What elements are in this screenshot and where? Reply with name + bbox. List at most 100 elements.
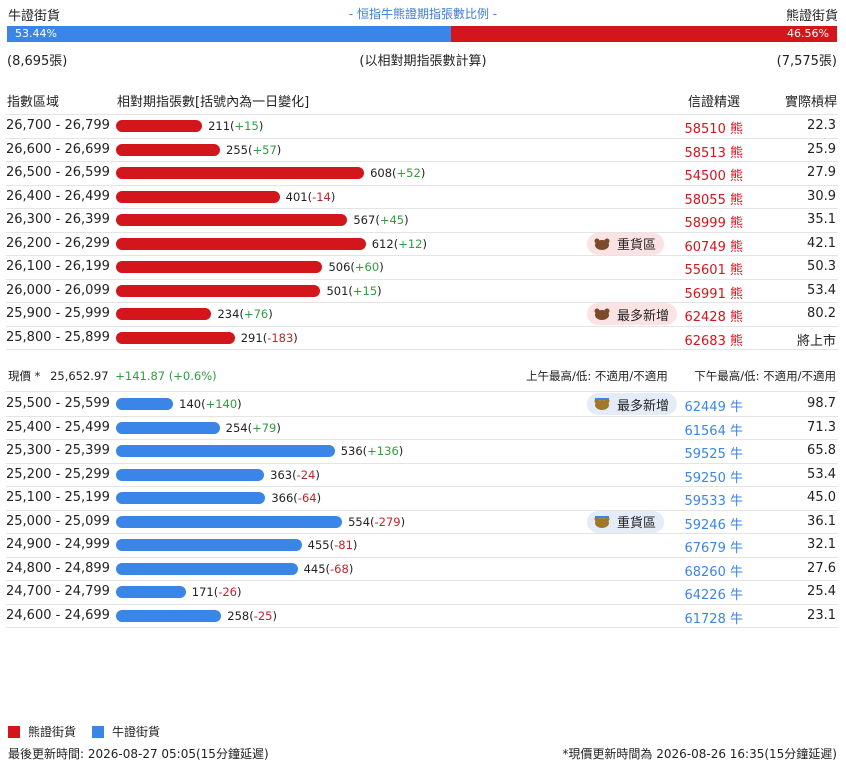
leverage-value: 53.4 (807, 466, 836, 482)
warrant-link[interactable]: 58055 熊 (684, 189, 743, 208)
table-row: 25,800 - 25,899 291(-183) 62683 熊 將上市 (6, 327, 838, 351)
table-row: 26,700 - 26,799 211(+15) 58510 熊 22.3 (6, 115, 838, 139)
contracts-count: 401 (285, 189, 308, 204)
warrant-code[interactable]: 58999 (684, 216, 726, 231)
table-row: 26,000 - 26,099 501(+15) 56991 熊 53.4 (6, 280, 838, 304)
warrant-link[interactable]: 62428 熊 (684, 306, 743, 325)
warrant-link[interactable]: 64226 牛 (684, 584, 743, 603)
bear-contracts-bar (116, 261, 323, 273)
warrant-code[interactable]: 68260 (684, 564, 726, 580)
leverage-value: 32.1 (807, 537, 836, 552)
bear-icon (594, 308, 610, 320)
contracts-change: +12 (398, 236, 423, 251)
tag-label: 最多新增 (617, 398, 670, 414)
contracts-value-label: 567(+45) (353, 213, 409, 227)
leverage-value: 35.1 (807, 212, 836, 227)
warrant-code[interactable]: 62683 (684, 333, 726, 349)
table-row: 26,300 - 26,399 567(+45) 58999 熊 35.1 (6, 209, 838, 233)
warrant-code[interactable]: 59533 (684, 494, 726, 509)
index-range: 25,200 - 25,299 (6, 466, 110, 482)
row-divider (6, 325, 838, 327)
contracts-count: 211 (208, 119, 231, 133)
contracts-value-label: 140(+140) (179, 397, 242, 411)
row-divider (6, 603, 838, 605)
warrant-code[interactable]: 59525 (684, 447, 726, 462)
warrant-link[interactable]: 62449 牛 (684, 396, 743, 415)
table-row: 25,100 - 25,199 366(-64) 59533 牛 45.0 (6, 487, 838, 511)
warrant-type: 牛 (729, 517, 743, 533)
warrant-code[interactable]: 59246 (684, 517, 726, 533)
warrant-link[interactable]: 55601 熊 (684, 259, 743, 278)
warrant-code[interactable]: 60749 (684, 239, 726, 255)
warrant-code[interactable]: 58055 (684, 192, 726, 208)
leverage-value: 80.2 (807, 306, 836, 321)
warrant-code[interactable]: 58513 (684, 145, 726, 161)
leverage-value: 25.4 (807, 584, 836, 599)
warrant-type: 牛 (729, 447, 743, 462)
bear-contracts-bar (116, 237, 366, 250)
warrant-link[interactable]: 61728 牛 (684, 608, 743, 627)
tag-label: 重貨區 (617, 238, 657, 253)
warrant-type: 熊 (729, 122, 743, 137)
warrant-link[interactable]: 60749 熊 (684, 236, 743, 255)
warrant-code[interactable]: 64226 (684, 588, 726, 603)
warrant-type: 牛 (729, 494, 743, 509)
bull-contracts-bar (116, 492, 266, 504)
warrant-code[interactable]: 54500 (684, 169, 726, 184)
warrant-link[interactable]: 59525 牛 (684, 443, 743, 462)
warrant-link[interactable]: 62683 熊 (684, 330, 743, 349)
contracts-count: 501 (326, 283, 349, 298)
warrant-type: 熊 (729, 169, 743, 184)
bull-contracts-bar (116, 586, 186, 598)
warrant-link[interactable]: 56991 熊 (684, 283, 743, 302)
table-row: 26,600 - 26,699 255(+57) 58513 熊 25.9 (6, 139, 838, 163)
index-range: 26,700 - 26,799 (6, 118, 110, 133)
warrant-link[interactable]: 58999 熊 (684, 212, 743, 231)
warrant-code[interactable]: 62449 (684, 400, 726, 415)
warrant-type: 牛 (729, 423, 743, 439)
leverage-value: 30.9 (807, 188, 836, 204)
contracts-value-label: 554(-279) (348, 514, 406, 529)
leverage-value: 42.1 (807, 235, 836, 251)
warrant-code[interactable]: 61564 (684, 423, 726, 439)
table-row: 24,800 - 24,899 445(-68) 68260 牛 27.6 (6, 558, 838, 582)
bear-contracts-bar (116, 331, 235, 344)
warrant-code[interactable]: 67679 (684, 541, 726, 556)
contracts-count: 455 (307, 538, 330, 552)
col-header-selected: 信證精選 (688, 95, 741, 110)
warrant-link[interactable]: 61564 牛 (684, 420, 743, 439)
index-range: 24,700 - 24,799 (6, 584, 110, 599)
leverage-value: 22.3 (807, 118, 836, 133)
contracts-value-label: 366(-64) (271, 491, 322, 505)
warrant-link[interactable]: 68260 牛 (684, 561, 743, 580)
warrant-link[interactable]: 58513 熊 (684, 142, 743, 161)
contracts-value-label: 445(-68) (303, 561, 354, 576)
warrant-code[interactable]: 61728 (684, 611, 726, 627)
index-range: 26,500 - 26,599 (6, 165, 110, 180)
warrant-type: 牛 (729, 541, 743, 556)
warrant-link[interactable]: 58510 熊 (684, 118, 743, 137)
warrant-link[interactable]: 59533 牛 (684, 490, 743, 509)
index-range: 25,000 - 25,099 (6, 513, 110, 529)
warrant-link[interactable]: 59246 牛 (684, 514, 743, 533)
index-range: 25,500 - 25,599 (6, 396, 110, 411)
bull-icon (594, 515, 610, 528)
warrant-code[interactable]: 62428 (684, 310, 726, 325)
index-range: 25,400 - 25,499 (6, 419, 110, 435)
warrant-link[interactable]: 59250 牛 (684, 467, 743, 486)
contracts-value-label: 501(+15) (326, 283, 382, 298)
index-range: 24,600 - 24,699 (6, 607, 110, 623)
warrant-type: 牛 (729, 611, 743, 627)
warrant-code[interactable]: 58510 (684, 122, 726, 137)
warrant-link[interactable]: 67679 牛 (684, 537, 743, 556)
warrant-code[interactable]: 55601 (684, 263, 726, 278)
bull-contracts-bar (116, 421, 220, 434)
warrant-code[interactable]: 56991 (684, 286, 726, 302)
am-high-low: 上午最高/低: 不適用/不適用 (526, 369, 668, 383)
price-change: +141.87 (+0.6%) (115, 369, 217, 383)
table-row: 25,500 - 25,599 140(+140) 最多新增 62449 牛 98.7 (6, 393, 838, 417)
contracts-value-label: 455(-81) (307, 538, 358, 552)
warrant-link[interactable]: 54500 熊 (684, 165, 743, 184)
contracts-count: 567 (353, 213, 376, 227)
warrant-code[interactable]: 59250 (684, 470, 726, 486)
